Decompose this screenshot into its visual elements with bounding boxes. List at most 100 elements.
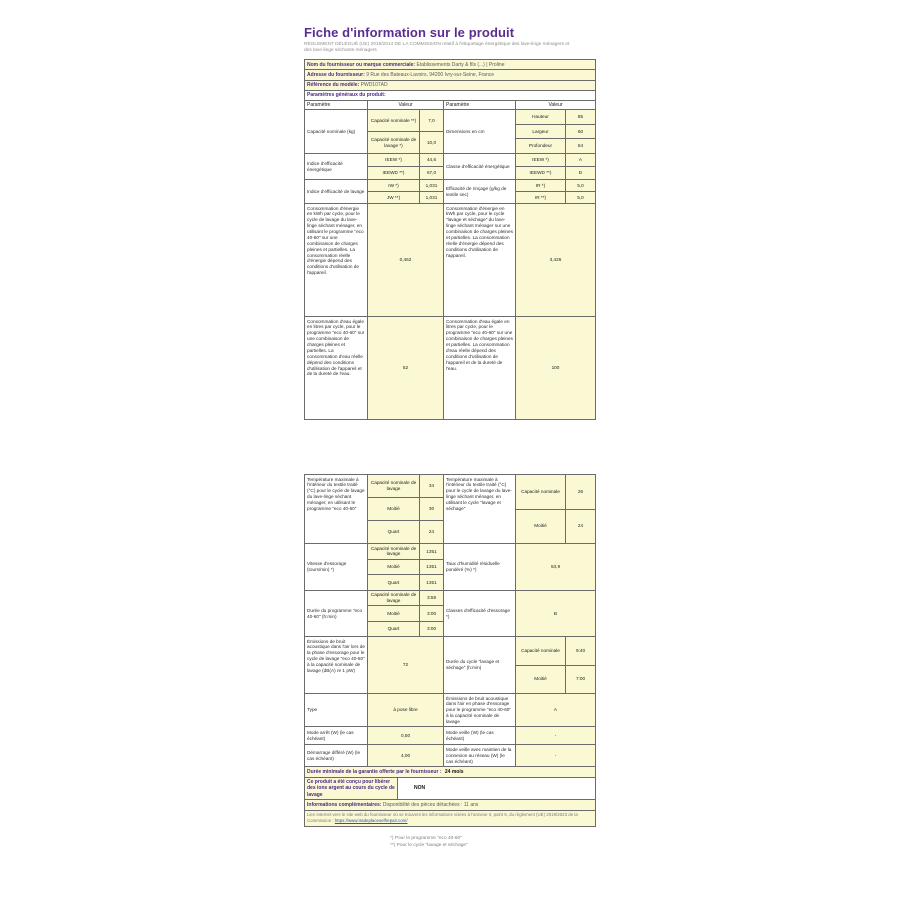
param-value: - — [515, 727, 595, 745]
param-label: Consommation d'eau égale en litres par c… — [307, 318, 365, 377]
param-value: 26 — [565, 475, 595, 509]
param-label: Taux d'humidité résiduelle pondéré (%) *… — [443, 544, 515, 591]
param-value: 34 — [419, 475, 443, 498]
param-value: 1,031 — [419, 180, 443, 192]
param-label: Consommation d'énergie en kWh par cycle,… — [307, 205, 364, 276]
supplier-row: Nom du fournisseur ou marque commerciale… — [305, 60, 595, 70]
sub-param-label: Capacité nominale **) — [370, 117, 417, 123]
page-break-gap — [304, 420, 596, 474]
param-value: 7:00 — [565, 665, 595, 694]
silver-ions-label: Ce produit a été conçu pour libérer des … — [305, 777, 397, 800]
sub-row: IEEW *) A — [516, 154, 595, 167]
sub-row: Moitié 1351 — [368, 558, 443, 575]
footnotes: *) Pour le programme "eco 40-60" **) Pou… — [390, 835, 596, 850]
sub-param-label: Moitié — [534, 523, 547, 529]
sub-param-label: Moitié — [387, 506, 400, 512]
col-header-value: Valeur — [515, 100, 595, 110]
table-row-spin-speed: Vitesse d'essorage (tours/min) *) Capaci… — [305, 543, 595, 591]
sub-row: Profondeur 54 — [516, 138, 595, 154]
value-group: Capacité nominale **) 7,0 Capacité nomin… — [367, 110, 443, 154]
param-value: 30 — [419, 498, 443, 521]
param-value: 7,0 — [419, 110, 443, 132]
sub-param-label: Moitié — [387, 564, 400, 570]
param-value: 3,426 — [515, 204, 595, 317]
sub-param-label: IEEW *) — [532, 157, 549, 163]
sub-param-label: Capacité nominale de lavage — [370, 480, 417, 492]
sub-row: Moitié 30 — [368, 497, 443, 521]
param-label: Dimensions en cm — [443, 110, 515, 154]
param-value: 54 — [565, 139, 595, 154]
model-row: Référence du modèle: PWD107AD — [305, 79, 595, 90]
table-row-noise: Émissions de bruit acoustique dans l'air… — [305, 636, 595, 694]
param-label: Durée du cycle "lavage et séchage" (h:mi… — [443, 637, 515, 694]
value-group: Capacité nominale 9:40 Moitié 7:00 — [515, 637, 595, 694]
warranty-value: 24 mois — [444, 768, 464, 775]
col-header-param: Paramètre — [307, 101, 331, 108]
sub-param-label: IR *) — [535, 182, 546, 188]
sub-param-label: Hauteur — [532, 114, 549, 119]
param-value: - — [515, 745, 595, 767]
sub-row: Capacité nominale 9:40 — [516, 637, 595, 665]
param-label: Classes d'efficacité d'essorage *) — [443, 591, 515, 637]
warranty-label: Durée minimale de la garantie offerte pa… — [307, 768, 442, 775]
supplier-link-label: Lien internet vers le site web du fourni… — [307, 812, 578, 824]
param-value: 4,00 — [367, 745, 443, 767]
table-row-water-consumption: Consommation d'eau égale en litres par c… — [305, 316, 595, 420]
param-label: Indice d'efficacité de lavage — [307, 188, 365, 194]
address-label: Adresse du fournisseur: — [307, 71, 365, 78]
param-value: 1351 — [419, 544, 443, 559]
param-label: Mode veille (W) (le cas échéant) — [443, 727, 515, 745]
param-value: 67,0 — [419, 167, 443, 180]
param-value: à pose libre — [367, 694, 443, 727]
param-value: 1,031 — [419, 192, 443, 204]
param-value: 24 — [565, 509, 595, 544]
param-label: Démarrage différé (W) (le cas échéant) — [307, 750, 361, 761]
sub-row: IEEWD **) D — [516, 166, 595, 180]
col-header-param: Paramètre — [443, 100, 515, 110]
param-value: 1351 — [419, 575, 443, 591]
sub-param-label: Capacité nominale de lavage *) — [370, 136, 417, 148]
sub-row: Quart 3:00 — [368, 620, 443, 637]
table-row-energy-index: Indice d'efficacité énergétique IEEW *) … — [305, 153, 595, 180]
supplier-website-link[interactable]: https://www.tradeplaceselfrepair.com/ — [334, 818, 408, 824]
supplier-link-row: Lien internet vers le site web du fourni… — [305, 809, 595, 826]
param-value: 72 — [367, 637, 443, 694]
value-group: IEEW *) 44,6 IEEWD **) 67,0 — [367, 154, 443, 180]
param-value: A — [515, 694, 595, 727]
sub-row: JW **) 1,031 — [368, 191, 443, 204]
address-value: 9 Rue des Bateaux-Lavoirs, 94200 Ivry-su… — [366, 71, 495, 78]
sub-row: IR **) 5,0 — [516, 191, 595, 204]
sub-row: Capacité nominale de lavage 34 — [368, 475, 443, 498]
param-value: 5,0 — [565, 192, 595, 204]
param-value: 44,6 — [419, 154, 443, 167]
value-group: IR *) 5,0 IR **) 5,0 — [515, 180, 595, 204]
additional-info-label: Informations complémentaires: — [307, 801, 382, 808]
param-value: 100 — [515, 317, 595, 420]
param-value: 3:59 — [419, 591, 443, 606]
param-label: Mode arrêt (W) (le cas échéant) — [307, 730, 354, 741]
param-value: 85 — [565, 110, 595, 124]
sub-param-label: Quart — [387, 579, 400, 585]
sub-param-label: Quart — [387, 529, 400, 535]
param-label: Mode veille avec maintien de la connexio… — [443, 745, 515, 767]
table-row-delayed-start: Démarrage différé (W) (le cas échéant) 4… — [305, 744, 595, 767]
param-value: B — [515, 591, 595, 637]
value-group: Capacité nominale de lavage 1351 Moitié … — [367, 544, 443, 591]
table-row-off-mode: Mode arrêt (W) (le cas échéant) 0,50 Mod… — [305, 726, 595, 745]
sub-row: IW *) 1,031 — [368, 180, 443, 192]
param-value: A — [565, 154, 595, 167]
sub-param-label: IEEWD **) — [382, 170, 405, 176]
table-row-capacity: Capacité nominale (kg) Capacité nominale… — [305, 109, 595, 154]
warranty-row: Durée minimale de la garantie offerte pa… — [305, 766, 595, 777]
additional-info-value: Disponibilité des pièces détachées : 11 … — [382, 801, 479, 808]
sub-row: Moitié 3:00 — [368, 605, 443, 621]
param-label: Consommation d'eau égale en litres par c… — [443, 317, 515, 420]
column-header-row: Paramètre Valeur Paramètre Valeur — [305, 99, 595, 110]
section-title: Paramètres généraux du produit: — [307, 92, 386, 99]
section-title-row: Paramètres généraux du produit: — [305, 89, 595, 100]
param-value: 1351 — [419, 559, 443, 575]
param-value: 0,462 — [367, 204, 443, 317]
param-label: Durée du programme "eco 40-60" (h:min) — [307, 607, 363, 619]
value-group: IW *) 1,031 JW **) 1,031 — [367, 180, 443, 204]
sub-param-label: Capacité nominale de lavage — [370, 545, 417, 557]
